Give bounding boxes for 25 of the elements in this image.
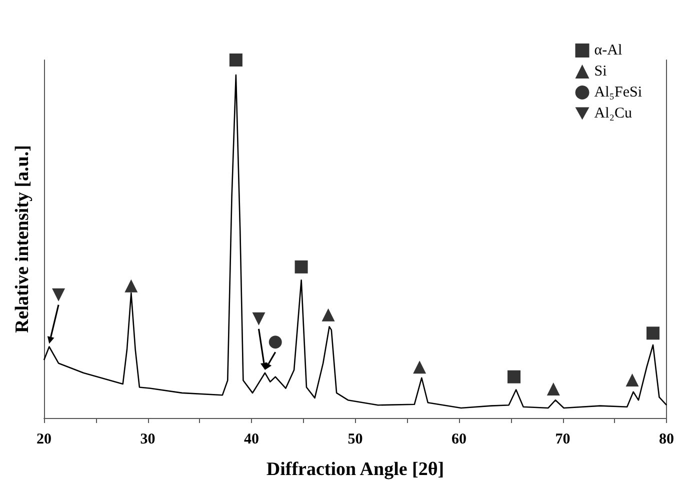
x-axis-title: Diffraction Angle [2θ]	[266, 459, 444, 480]
legend-label: α-Al	[594, 42, 622, 58]
y-axis-title: Relative intensity [a.u.]	[12, 145, 33, 333]
x-tick-label: 20	[36, 432, 52, 448]
point	[52, 288, 66, 302]
point	[507, 370, 520, 384]
point	[124, 279, 138, 292]
point	[646, 326, 660, 340]
x-tick-label: 50	[348, 432, 363, 448]
point	[546, 382, 560, 396]
point	[229, 54, 242, 66]
x-tick-label: 40	[244, 432, 259, 448]
x-tick-label: 80	[659, 432, 674, 448]
point	[294, 260, 308, 274]
x-tick-label: 70	[555, 432, 570, 448]
x-tick-label: 30	[140, 432, 156, 448]
point	[626, 374, 639, 387]
point	[268, 336, 282, 349]
legend-label: Si	[594, 64, 607, 80]
legend-label: Al₅FeSi	[594, 84, 642, 100]
legend-label: Al₂Cu	[594, 106, 632, 122]
point	[413, 360, 426, 374]
point	[322, 308, 335, 322]
point	[252, 312, 266, 326]
x-tick-label: 60	[452, 432, 466, 448]
